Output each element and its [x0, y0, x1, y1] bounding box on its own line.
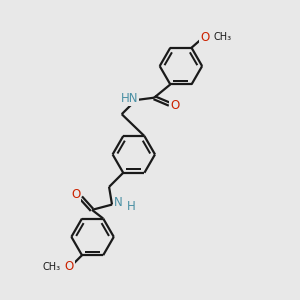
Text: O: O	[200, 31, 210, 44]
Text: HN: HN	[121, 92, 138, 105]
Text: N: N	[114, 196, 123, 209]
Text: O: O	[64, 260, 74, 274]
Text: O: O	[71, 188, 80, 201]
Text: O: O	[170, 99, 179, 112]
Text: CH₃: CH₃	[43, 262, 61, 272]
Text: CH₃: CH₃	[213, 32, 231, 42]
Text: H: H	[127, 200, 136, 212]
